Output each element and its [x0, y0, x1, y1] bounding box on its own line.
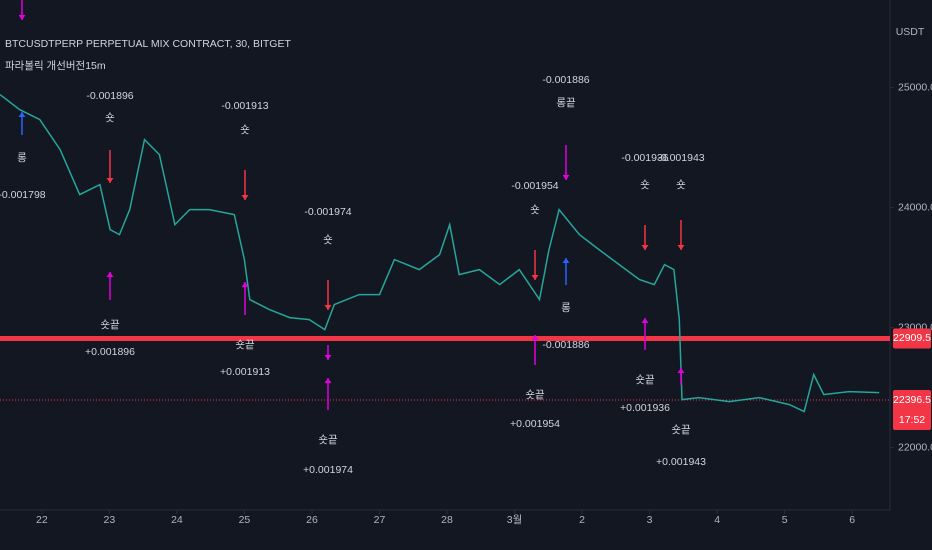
x-tick-label: 28 — [441, 514, 453, 526]
x-tick-label: 3월 — [507, 514, 523, 526]
signal-arrowhead — [241, 282, 249, 287]
signal-label: -0.001913 — [221, 100, 268, 112]
signal-label: +0.001913 — [220, 366, 270, 378]
signal-label: 숏 — [530, 204, 540, 216]
x-tick-label: 23 — [104, 514, 116, 526]
signal-arrowhead — [241, 195, 249, 200]
signal-label: +0.001936 — [620, 402, 670, 414]
x-tick-label: 2 — [579, 514, 585, 526]
signal-label: -0.001954 — [511, 180, 558, 192]
x-tick-label: 4 — [714, 514, 720, 526]
signal-label: -0.001798 — [0, 189, 46, 201]
x-tick-label: 5 — [782, 514, 788, 526]
signal-label: 숏 — [240, 124, 250, 136]
signal-label: 숏끝 — [318, 434, 338, 446]
signal-label: +0.001974 — [303, 464, 353, 476]
x-tick-label: 6 — [849, 514, 855, 526]
signal-arrowhead — [324, 378, 332, 383]
signal-arrowhead — [106, 272, 114, 277]
signal-arrowhead — [677, 368, 685, 373]
indicator-name: 파라볼릭 개선버전15m — [5, 60, 106, 72]
signal-arrowhead — [18, 15, 26, 20]
x-tick-label: 26 — [306, 514, 318, 526]
signal-label: 숏끝 — [100, 319, 120, 331]
signal-label: 숏끝 — [671, 424, 691, 436]
signal-arrowhead — [562, 258, 570, 263]
price-label: 22396.5 — [893, 394, 931, 406]
signal-label: 숏끝 — [635, 374, 655, 386]
signal-label: 숏끝 — [525, 389, 545, 401]
signal-label: 숏 — [640, 179, 650, 191]
price-label-box — [893, 390, 931, 431]
signal-arrowhead — [562, 175, 570, 180]
signal-arrowhead — [531, 335, 539, 340]
y-unit: USDT — [896, 26, 925, 38]
signal-arrowhead — [531, 275, 539, 280]
signal-label: -0.001896 — [86, 90, 133, 102]
signal-arrowhead — [18, 112, 26, 117]
signal-label: -0.001936 — [621, 152, 668, 164]
signal-label: -0.001974 — [304, 206, 351, 218]
signal-label: +0.001943 — [656, 456, 706, 468]
signal-arrowhead — [106, 178, 114, 183]
signal-label: 숏 — [105, 112, 115, 124]
x-tick-label: 24 — [171, 514, 183, 526]
signal-arrowhead — [324, 355, 332, 360]
signal-label: +0.001954 — [510, 418, 560, 430]
signal-label: +0.001896 — [85, 346, 135, 358]
countdown: 17:52 — [899, 414, 925, 426]
price-line-series — [0, 94, 880, 413]
signal-arrowhead — [324, 305, 332, 310]
y-tick-label: 22000.0 — [898, 441, 932, 453]
price-label-box — [893, 328, 931, 349]
y-tick-label: 25000.0 — [898, 81, 932, 93]
signal-label: 숏 — [676, 179, 686, 191]
signal-label: -0.001943 — [657, 152, 704, 164]
signal-arrowhead — [641, 318, 649, 323]
signal-arrowhead — [677, 245, 685, 250]
signal-label: 롱끝 — [556, 97, 576, 109]
x-tick-label: 22 — [36, 514, 48, 526]
signal-arrowhead — [641, 245, 649, 250]
signal-label: 숏끝 — [235, 339, 255, 351]
signal-label: 숏 — [323, 234, 333, 246]
x-tick-label: 27 — [374, 514, 386, 526]
chart-title: BTCUSDTPERP PERPETUAL MIX CONTRACT, 30, … — [5, 38, 291, 50]
signal-label: -0.001886 — [542, 74, 589, 86]
signal-label: -0.001886 — [542, 339, 589, 351]
price-label: 22909.5 — [893, 332, 931, 344]
x-tick-label: 3 — [647, 514, 653, 526]
x-tick-label: 25 — [239, 514, 251, 526]
y-tick-label: 24000.0 — [898, 201, 932, 213]
signal-label: 롱 — [561, 302, 571, 314]
signal-label: 롱 — [17, 152, 27, 164]
